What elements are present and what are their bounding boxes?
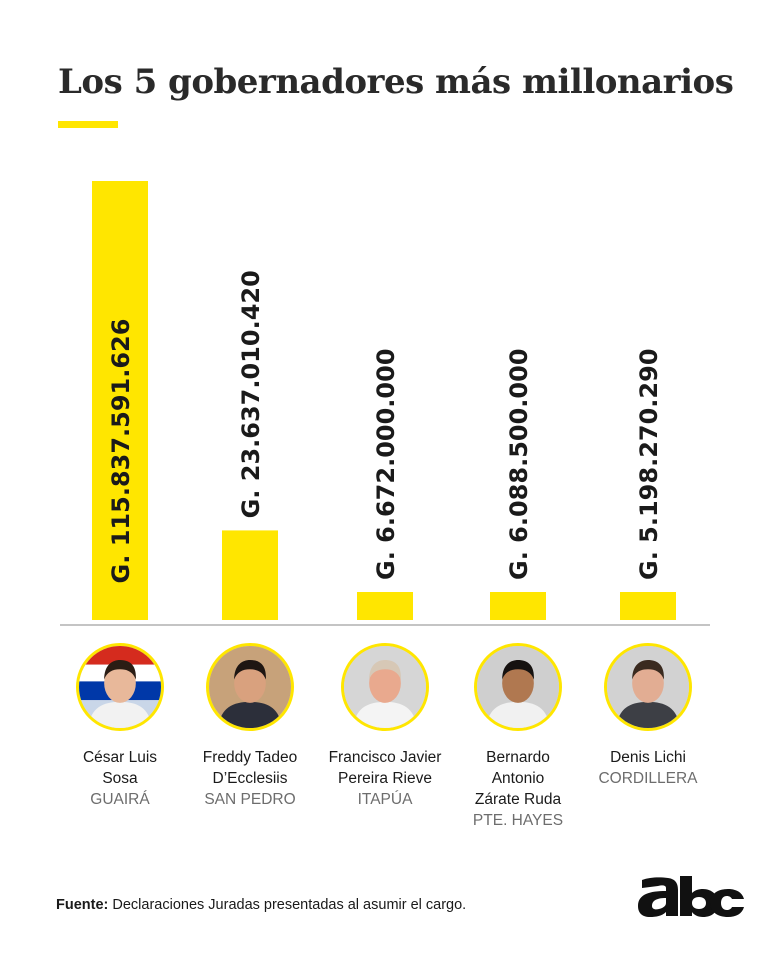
person-region: SAN PEDRO bbox=[204, 791, 296, 808]
bar-value-label-4: G. 6.088.500.000 bbox=[505, 348, 533, 580]
person-region: GUAIRÁ bbox=[90, 791, 150, 808]
person-name-line: Zárate Ruda bbox=[474, 791, 562, 808]
person-photo-icon bbox=[341, 643, 429, 731]
person-name-line: Freddy Tadeo bbox=[202, 749, 298, 766]
person-photo-icon bbox=[604, 643, 692, 731]
person-name-line: César Luis bbox=[82, 749, 158, 766]
person-name: Francisco Javier Pereira Rieve bbox=[320, 747, 450, 789]
page-title: Los 5 gobernadores más millonarios bbox=[58, 62, 734, 102]
bar-2 bbox=[222, 530, 278, 620]
person-name-line: Antonio bbox=[491, 770, 545, 787]
person-name-line: Sosa bbox=[102, 770, 138, 787]
bar-1 bbox=[92, 181, 148, 620]
person-card-1: César Luis Sosa GUAIRÁ bbox=[55, 643, 185, 810]
person-card-4: Bernardo Antonio Zárate Ruda PTE. HAYES bbox=[453, 643, 583, 831]
person-name-line: Pereira Rieve bbox=[338, 770, 432, 787]
person-photo-icon bbox=[206, 643, 294, 731]
bar-value-label-2: G. 23.637.010.420 bbox=[237, 270, 265, 518]
title-accent-bar bbox=[58, 121, 118, 128]
abc-logo bbox=[638, 876, 744, 917]
person-name-line: Bernardo bbox=[486, 749, 550, 766]
person-region: PTE. HAYES bbox=[472, 812, 564, 829]
bar-4 bbox=[490, 592, 546, 620]
bar-chart: G. 115.837.591.626 G. 23.637.010.420 G. 6.… bbox=[60, 181, 710, 626]
source-label: Fuente: bbox=[56, 897, 109, 913]
person-photo-icon bbox=[474, 643, 562, 731]
person-name-line: Denis Lichi bbox=[610, 749, 686, 766]
bar-value-label-1: G. 115.837.591.626 bbox=[107, 319, 135, 584]
person-region: CORDILLERA bbox=[598, 770, 698, 787]
source-text: Declaraciones Juradas presentadas al asu… bbox=[112, 897, 467, 913]
person-card-5: Denis Lichi CORDILLERA bbox=[583, 643, 713, 789]
bar-value-label-5: G. 5.198.270.290 bbox=[635, 348, 663, 580]
bar-3 bbox=[357, 592, 413, 620]
person-name-line: Francisco Javier bbox=[328, 749, 442, 766]
person-name-line: D’Ecclesiis bbox=[212, 770, 288, 787]
person-name: Denis Lichi bbox=[583, 747, 713, 768]
person-name: Bernardo Antonio Zárate Ruda bbox=[453, 747, 583, 810]
person-name: Freddy Tadeo D’Ecclesiis bbox=[185, 747, 315, 789]
person-card-2: Freddy Tadeo D’Ecclesiis SAN PEDRO bbox=[185, 643, 315, 810]
person-photo-icon bbox=[76, 643, 164, 731]
bar-value-label-3: G. 6.672.000.000 bbox=[372, 348, 400, 580]
person-region: ITAPÚA bbox=[357, 791, 413, 808]
source-note: Fuente: Declaraciones Juradas presentada… bbox=[56, 897, 466, 913]
person-name: César Luis Sosa bbox=[55, 747, 185, 789]
bar-5 bbox=[620, 592, 676, 620]
person-card-3: Francisco Javier Pereira Rieve ITAPÚA bbox=[320, 643, 450, 810]
